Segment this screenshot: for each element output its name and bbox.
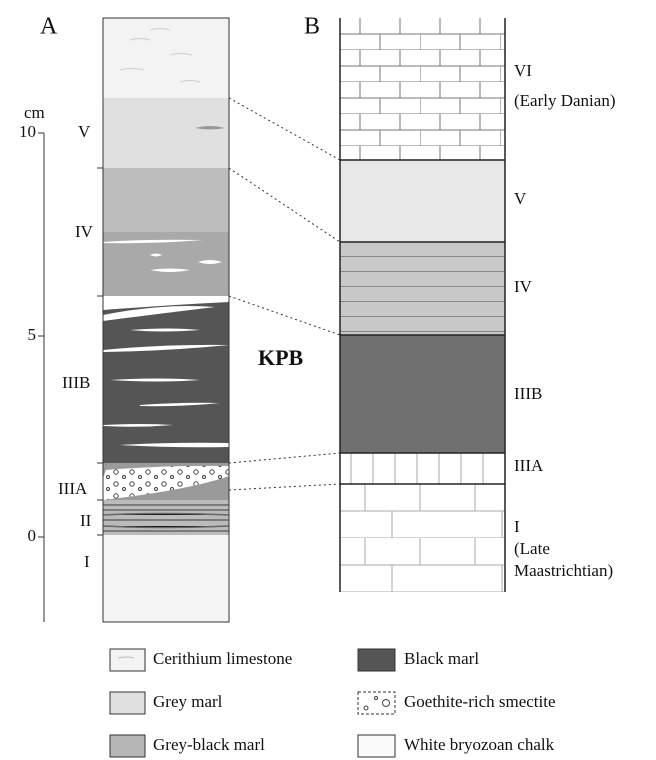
unit-label: IV	[514, 277, 533, 296]
legend-label: Black marl	[404, 649, 479, 668]
unit-label: (Early Danian)	[514, 91, 615, 110]
unit-label: II	[80, 511, 92, 530]
scale: cm 10 5 0	[19, 103, 45, 622]
panel-label: B	[304, 14, 320, 40]
unit-label: V	[78, 122, 91, 141]
kpb-label: KPB	[258, 345, 304, 370]
column-a: V IV IIIB IIIA II I	[58, 17, 230, 623]
legend-label: White bryozoan chalk	[404, 735, 555, 754]
panel-label: A	[40, 14, 58, 40]
unit-label: Maastrichtian)	[514, 561, 613, 580]
scale-tick: 5	[28, 325, 37, 344]
legend-label: Goethite-rich smectite	[404, 692, 556, 711]
column-b: VI (Early Danian) V IV IIIB IIIA I (Late…	[339, 18, 615, 592]
unit-label: IIIB	[514, 384, 542, 403]
correlation-lines	[228, 97, 341, 491]
scale-unit: cm	[24, 103, 45, 122]
unit-label: IIIA	[514, 456, 544, 475]
scale-tick: 10	[19, 122, 36, 141]
unit-label: VI	[514, 61, 532, 80]
unit-label: V	[514, 189, 527, 208]
legend-label: Cerithium limestone	[153, 649, 292, 668]
unit-label: IV	[75, 222, 94, 241]
legend-label: Grey-black marl	[153, 735, 265, 754]
unit-label: IIIA	[58, 479, 88, 498]
scale-tick: 0	[28, 526, 37, 545]
unit-label: I	[84, 552, 90, 571]
unit-label: I	[514, 517, 520, 536]
legend: Cerithium limestone Black marl Grey marl…	[109, 648, 556, 758]
legend-label: Grey marl	[153, 692, 223, 711]
unit-label: IIIB	[62, 373, 90, 392]
unit-label: (Late	[514, 539, 550, 558]
